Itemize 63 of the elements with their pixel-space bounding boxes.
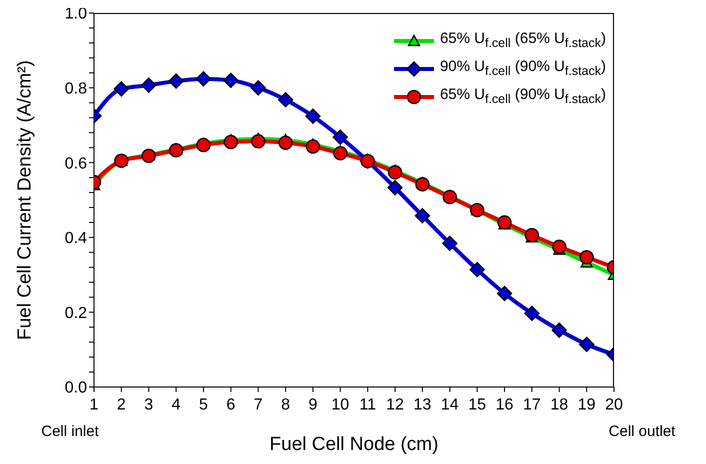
point [223,72,238,88]
x-tick-label: 13 [414,396,432,414]
x-tick-label: 2 [116,396,126,414]
x-tick-label: 20 [605,396,623,414]
point [114,81,130,97]
point [415,177,430,192]
point [224,134,238,150]
text: Cell outlet [608,423,676,440]
point [305,108,321,124]
x-tick-label: 1 [90,396,99,414]
y-tick-label: 0.2 [64,304,88,322]
point [524,306,540,321]
point [442,190,457,204]
point [196,138,211,152]
legend-label: 65% U$_{f.cell}$ (65% U$_{f.stack}$) [440,29,606,52]
point [470,262,485,278]
point [442,236,458,252]
point [414,208,430,224]
point [142,148,156,164]
x-tick-label: 5 [199,396,208,414]
x-tick-label: 9 [308,396,318,414]
point [141,78,156,93]
x-tick-label: 15 [468,396,486,414]
x-tick-label: 8 [281,396,290,414]
point [552,240,566,254]
point [387,180,403,196]
x-tick-label: 11 [359,396,376,414]
x-tick-label: 12 [386,396,404,414]
point [250,80,266,96]
point [496,286,512,302]
legend-label: 65% U$_{f.cell}$ (90% U$_{f.stack}$) [440,85,606,108]
y-tick-label: 0.8 [64,80,88,98]
point [524,228,540,242]
text: Cell inlet [41,423,99,440]
x-tick-label: 14 [440,396,459,414]
point [168,73,184,89]
x-tick-label: 19 [578,396,596,414]
point [552,322,567,338]
point [578,336,594,352]
point [306,139,320,154]
point [251,134,266,148]
point [278,136,293,150]
x-tick-label: 7 [254,396,263,414]
point [332,130,348,145]
y-tick-label: 0.6 [64,155,88,172]
point [333,146,348,160]
legend-label: 90% U$_{f.cell}$ (90% U$_{f.stack}$) [440,57,606,80]
x-tick-label: 16 [496,396,514,414]
point [579,250,594,264]
x-tick-label: 3 [144,396,154,414]
x-axis-title: Fuel Cell Node (cm) [270,434,438,455]
x-tick-label: 4 [172,396,181,414]
point [168,143,184,158]
point [278,92,294,108]
point [388,165,402,180]
y-tick-label: 0.4 [64,230,88,248]
y-axis-title: Fuel Cell Current Density (A/cm²) [14,60,36,340]
x-tick-label: 18 [550,396,568,414]
y-tick-label: 0.0 [64,380,88,397]
x-tick-label: 10 [331,396,350,414]
x-tick-label: 6 [226,396,236,414]
point [196,71,212,86]
x-tick-label: 17 [522,396,541,414]
